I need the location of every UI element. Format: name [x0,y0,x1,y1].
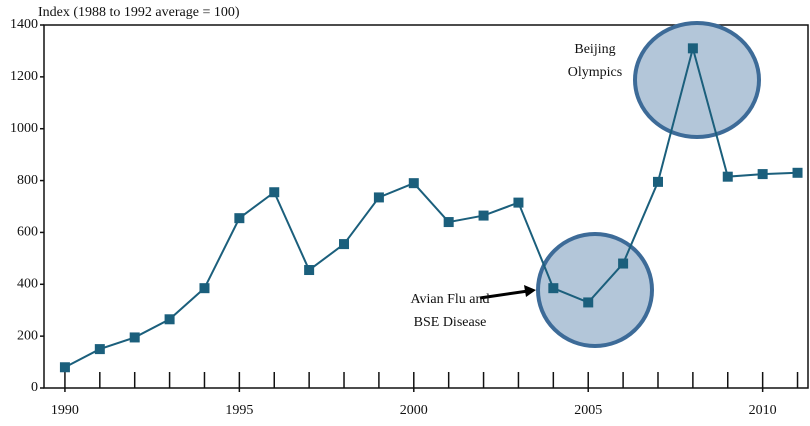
marker [443,217,454,228]
annotation: Olympics [568,65,622,80]
plot-frame [43,24,809,389]
marker [408,178,419,189]
marker [164,314,175,325]
y-tick-label: 1400 [10,17,38,32]
marker [652,176,663,187]
marker [618,258,629,269]
marker [199,283,210,294]
marker [722,171,733,182]
marker [478,210,489,221]
marker [304,265,315,276]
line [64,44,798,369]
y-tick-label: 1200 [10,69,38,84]
y-tick-label: 800 [17,173,38,188]
x-tick-label: 1990 [51,403,79,418]
y-tick-label: 400 [17,277,38,292]
marker [234,213,245,224]
x-tick-label: 2010 [749,403,777,418]
x-tick-label: 2005 [574,403,602,418]
marker [94,344,105,355]
marker [513,197,524,208]
marker [339,239,350,250]
marker [757,169,768,180]
y-tick-label: 1000 [10,121,38,136]
y-tick-label: 0 [31,380,38,395]
marker [129,332,140,343]
marker [687,43,698,54]
marker [583,297,594,308]
x-tick-label: 1995 [225,403,253,418]
marker [792,167,803,178]
x-tick-label: 2000 [400,403,428,418]
y-tick-label: 600 [17,225,38,240]
annotation: BSE Disease [414,315,487,330]
marker [269,187,280,198]
annotation: Avian Flu and [410,292,489,307]
annotation: Beijing [574,42,615,57]
annotation-arrow [479,289,529,300]
highlight-circle [633,21,761,139]
marker [548,283,559,294]
annotation-arrowhead [524,285,536,297]
marker [59,362,70,373]
y-axis-label: Index (1988 to 1992 average = 100) [38,5,240,20]
y-tick-label: 200 [17,328,38,343]
marker [373,192,384,203]
